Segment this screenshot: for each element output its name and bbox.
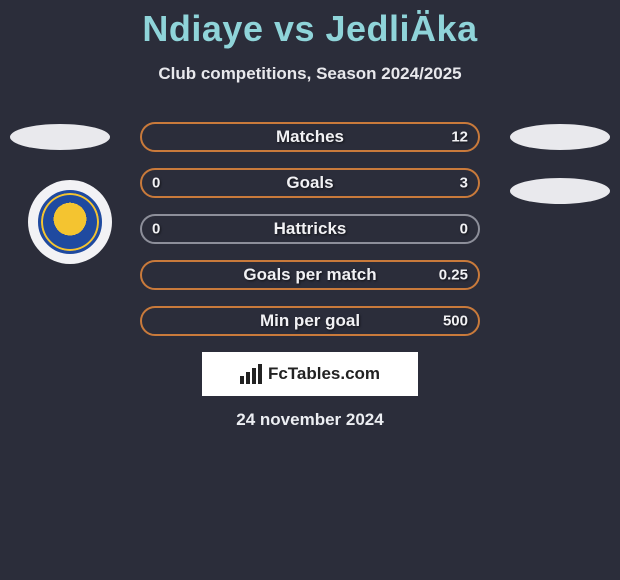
stat-value-right: 500 [443, 313, 468, 330]
date-label: 24 november 2024 [0, 410, 620, 430]
player-right-placeholder [510, 124, 610, 150]
stat-value-left: 0 [152, 175, 160, 192]
stat-value-right: 3 [460, 175, 468, 192]
bar-chart-icon [240, 364, 262, 384]
stat-row: 0 Hattricks 0 [140, 214, 480, 244]
stat-row: Goals per match 0.25 [140, 260, 480, 290]
branding-box[interactable]: FcTables.com [202, 352, 418, 396]
club-badge-icon [38, 190, 102, 254]
stat-value-right: 0.25 [439, 267, 468, 284]
club-badge [28, 180, 112, 264]
page-title: Ndiaye vs JedliÄka [0, 0, 620, 50]
stat-row: Matches 12 [140, 122, 480, 152]
stat-row: Min per goal 500 [140, 306, 480, 336]
stat-value-right: 12 [451, 129, 468, 146]
stat-metric-label: Hattricks [274, 219, 347, 239]
stat-metric-label: Min per goal [260, 311, 360, 331]
branding-text: FcTables.com [268, 364, 380, 384]
player-right-placeholder-2 [510, 178, 610, 204]
stat-value-left: 0 [152, 221, 160, 238]
stat-metric-label: Goals [286, 173, 333, 193]
page-subtitle: Club competitions, Season 2024/2025 [0, 64, 620, 84]
stats-table: Matches 12 0 Goals 3 0 Hattricks 0 Goals per mat… [140, 122, 480, 352]
stat-metric-label: Goals per match [243, 265, 376, 285]
stat-metric-label: Matches [276, 127, 344, 147]
player-left-placeholder [10, 124, 110, 150]
stat-value-right: 0 [460, 221, 468, 238]
stat-row: 0 Goals 3 [140, 168, 480, 198]
